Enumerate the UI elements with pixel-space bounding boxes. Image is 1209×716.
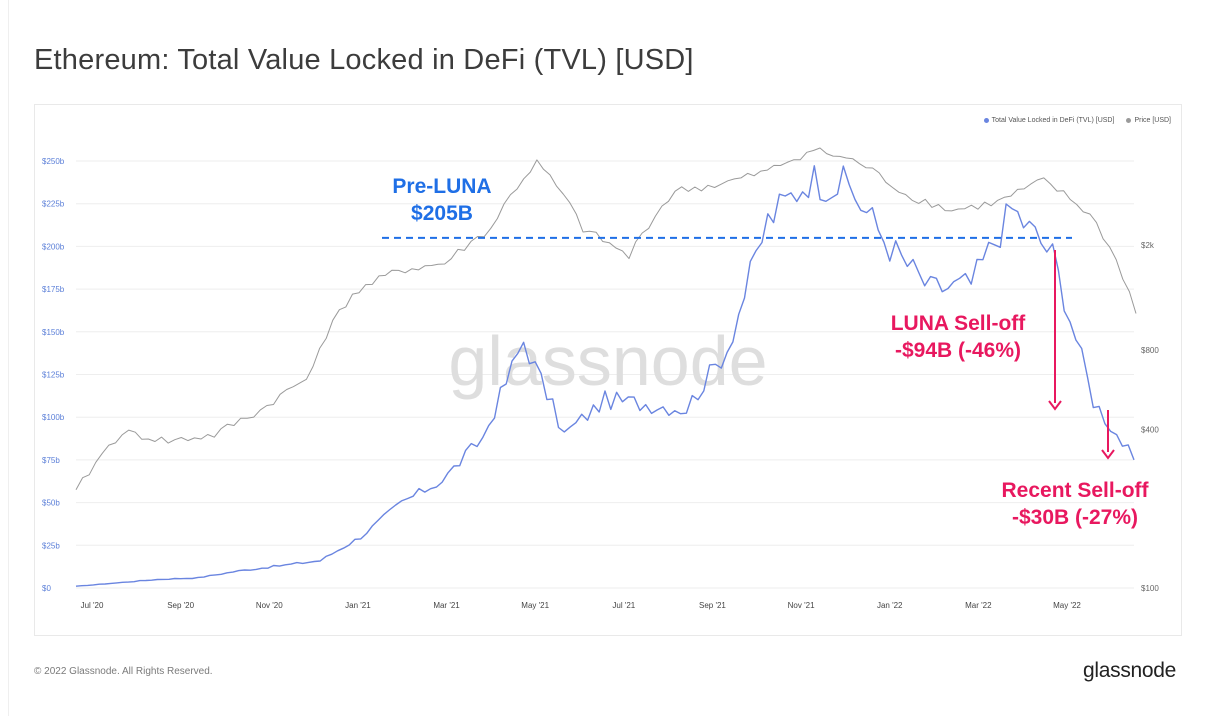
legend-label-tvl: Total Value Locked in DeFi (TVL) [USD] <box>991 117 1115 124</box>
y-right-tick-label: $2k <box>1141 241 1155 250</box>
right-axis-ticks: $100 $400 $800 $2k <box>1141 241 1159 593</box>
y-left-tick-label: $75b <box>42 456 60 465</box>
y-left-tick-label: $50b <box>42 499 60 508</box>
x-tick-label: Sep '21 <box>699 601 726 610</box>
recent-selloff-arrow-head <box>1101 449 1115 460</box>
y-left-tick-label: $25b <box>42 541 60 550</box>
x-axis-ticks: Jul '20 Sep '20 Nov '20 Jan '21 Mar '21 May '… <box>81 601 1082 610</box>
x-tick-label: Jan '21 <box>345 601 371 610</box>
page-edge-rule <box>8 0 9 716</box>
footer-logo[interactable]: glassnode <box>1083 659 1177 682</box>
annotation-luna-selloff: LUNA Sell-off -$94B (-46%) <box>858 310 1058 365</box>
annotation-pre-luna: Pre-LUNA $205B <box>372 173 512 228</box>
price-series-line <box>75 147 1137 490</box>
x-tick-label: May '22 <box>1053 601 1081 610</box>
luna-selloff-arrow-head <box>1048 400 1062 411</box>
y-left-tick-label: $125b <box>42 371 65 380</box>
page-title: Ethereum: Total Value Locked in DeFi (TV… <box>34 44 694 76</box>
selloff-arrows <box>1048 250 1115 460</box>
x-tick-label: Jan '22 <box>877 601 903 610</box>
annotation-recent-selloff: Recent Sell-off -$30B (-27%) <box>970 477 1180 532</box>
chart-frame <box>34 104 1182 636</box>
watermark-text: glassnode <box>448 322 767 400</box>
x-tick-label: Nov '21 <box>788 601 815 610</box>
tvl-series-line <box>75 165 1135 587</box>
legend-dot-tvl <box>983 118 989 123</box>
y-left-tick-label: $225b <box>42 200 65 209</box>
x-tick-label: Nov '20 <box>256 601 283 610</box>
y-left-tick-label: $200b <box>42 242 65 251</box>
annotation-pre-luna-line1: Pre-LUNA <box>392 175 492 198</box>
annotation-pre-luna-line2: $205B <box>411 202 473 226</box>
x-tick-label: May '21 <box>521 601 549 610</box>
legend-label-price: Price [USD] <box>1134 117 1171 124</box>
annotation-luna-line2: -$94B (-46%) <box>894 339 1022 363</box>
y-left-tick-label: $0 <box>42 584 51 593</box>
x-tick-label: Sep '20 <box>167 601 194 610</box>
x-tick-label: Jul '21 <box>612 601 635 610</box>
legend-dot-price <box>1126 118 1132 123</box>
grid-lines <box>76 160 1134 589</box>
y-right-tick-label: $400 <box>1141 425 1159 434</box>
y-right-tick-label: $100 <box>1141 584 1159 593</box>
y-left-tick-label: $100b <box>42 413 65 422</box>
legend: Total Value Locked in DeFi (TVL) [USD] P… <box>983 117 1171 124</box>
x-tick-label: Mar '21 <box>433 601 460 610</box>
x-tick-label: Jul '20 <box>81 601 104 610</box>
annotation-recent-line2: -$30B (-27%) <box>1011 506 1139 530</box>
y-left-tick-label: $150b <box>42 328 65 337</box>
legend-item-tvl[interactable]: Total Value Locked in DeFi (TVL) [USD] <box>983 117 1115 124</box>
legend-item-price[interactable]: Price [USD] <box>1126 117 1171 124</box>
footer-copyright: © 2022 Glassnode. All Rights Reserved. <box>34 666 213 677</box>
annotation-recent-line1: Recent Sell-off <box>1001 479 1149 502</box>
x-tick-label: Mar '22 <box>965 601 992 610</box>
y-left-tick-label: $250b <box>42 157 65 166</box>
left-axis-ticks: $0 $25b $50b $75b $100b $125b $150b $175b $200b $… <box>42 157 65 593</box>
annotation-luna-line1: LUNA Sell-off <box>890 312 1026 335</box>
y-right-tick-label: $800 <box>1141 346 1159 355</box>
y-left-tick-label: $175b <box>42 285 65 294</box>
